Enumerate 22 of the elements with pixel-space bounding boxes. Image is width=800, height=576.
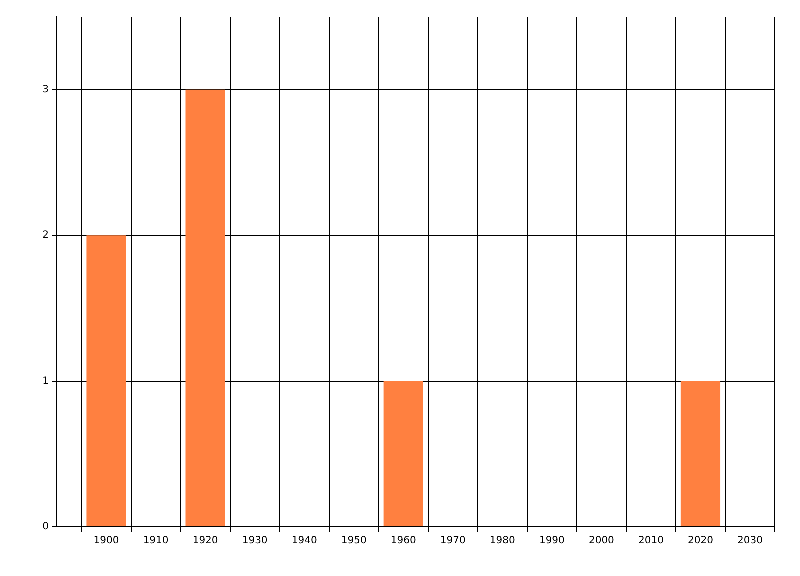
x-tick-label: 1960 bbox=[390, 536, 416, 547]
y-tick-label: 0 bbox=[42, 522, 49, 533]
x-tick-label: 1900 bbox=[94, 536, 120, 547]
bar bbox=[680, 381, 721, 526]
x-tick-label: 1920 bbox=[192, 536, 218, 547]
x-tick-label: 2020 bbox=[688, 536, 714, 547]
bar bbox=[384, 381, 424, 526]
x-tick-label: 1980 bbox=[490, 536, 516, 547]
bar bbox=[186, 90, 226, 526]
bar bbox=[86, 236, 126, 526]
x-tick-label: 1950 bbox=[341, 536, 367, 547]
x-tick-label: 1970 bbox=[440, 536, 466, 547]
x-tick-label: 1940 bbox=[292, 536, 318, 547]
x-tick-label: 2030 bbox=[738, 536, 763, 547]
x-tick-label: 1990 bbox=[539, 536, 565, 547]
x-tick-label: 1930 bbox=[242, 536, 268, 547]
y-tick-label: 2 bbox=[42, 230, 49, 242]
x-tick-label: 2000 bbox=[588, 536, 614, 547]
x-tick-label: 1910 bbox=[143, 536, 169, 547]
y-tick-label: 1 bbox=[42, 376, 49, 387]
y-tick-label: 3 bbox=[42, 84, 49, 96]
x-tick-label: 2010 bbox=[638, 536, 664, 547]
